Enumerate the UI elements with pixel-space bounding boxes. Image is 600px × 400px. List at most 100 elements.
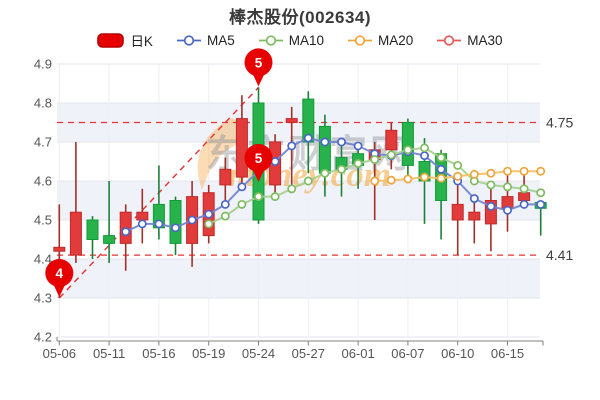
ma10-dot [204, 219, 214, 229]
candle-body [136, 211, 149, 221]
y-axis-label: 4.4 [34, 252, 52, 267]
daily-k-marker-icon [97, 32, 125, 48]
y-axis-label: 4.9 [34, 57, 52, 72]
ma20-dot [453, 171, 463, 181]
ma5-dot [287, 141, 297, 151]
candle-body [385, 129, 398, 151]
ma10-dot [403, 145, 413, 155]
x-axis-label: 05-19 [192, 346, 225, 361]
balloon-circle [45, 259, 74, 287]
x-axis-label: 05-27 [292, 346, 325, 361]
legend-item-ma10[interactable]: MA10 [258, 32, 324, 48]
signal-markers: 4 5 5 [45, 48, 273, 297]
ma5-dot [171, 223, 180, 233]
balloon-circle [244, 48, 273, 77]
ma10-marker-icon [258, 34, 283, 46]
candle [468, 196, 481, 244]
ma10-dot [237, 199, 247, 209]
ma5-dot [353, 141, 363, 151]
x-axis-label: 05-24 [242, 346, 275, 361]
candle [86, 216, 99, 259]
ma5-dot [519, 199, 529, 209]
ma5-dot [469, 194, 479, 203]
reference-line-label: 4.41 [546, 247, 573, 263]
ma20-dot [503, 166, 512, 176]
ma10-dot [436, 153, 446, 163]
ma20-dot [420, 172, 429, 182]
candle [501, 169, 514, 232]
legend-label: MA30 [467, 32, 503, 48]
x-axis-label: 06-10 [441, 346, 474, 361]
ma10-dot [254, 192, 263, 202]
signal-balloon-5: 5 [244, 48, 273, 87]
ma20-dot [436, 173, 446, 183]
ma10-dot [270, 192, 280, 202]
reference-line-label: 4.75 [546, 115, 573, 131]
watermark-flame-icon [197, 118, 243, 190]
balloon-circle [244, 143, 273, 172]
reference-lines: 4.75 4.41 [57, 115, 573, 263]
candle [69, 142, 82, 263]
candle-body [518, 192, 531, 201]
ma20-line [370, 166, 546, 186]
ma10-dot [337, 164, 346, 174]
ma5-dot [270, 157, 280, 166]
ma5-dot [187, 215, 197, 225]
ma5-dot [436, 164, 446, 174]
ma10-dot [320, 168, 330, 178]
ma10-dot [536, 188, 546, 198]
balloon-label: 5 [255, 151, 263, 166]
candle [219, 157, 232, 205]
candle-body [219, 168, 232, 186]
axes-labels: 05-06 05-11 05-16 05-19 05-24 05-27 06-01 06-07… [34, 57, 544, 361]
candle-body [169, 200, 182, 244]
ma5-dot [420, 151, 429, 161]
ma20-dot [403, 174, 413, 184]
ma20-dot [386, 175, 396, 185]
ma20-dot [469, 169, 479, 179]
legend-item-ma5[interactable]: MA5 [176, 32, 235, 48]
candle [235, 95, 248, 189]
candle-body [484, 200, 497, 225]
legend-label: MA10 [288, 32, 324, 48]
candle [484, 188, 497, 252]
ma10-dot [303, 176, 313, 186]
ma20-dot [486, 168, 496, 178]
ma5-dot [121, 227, 131, 237]
ma5-marker-icon [176, 34, 201, 46]
x-axis-label: 06-01 [341, 346, 374, 361]
ma20-dot [370, 176, 380, 186]
plot-background [57, 103, 540, 298]
legend-item-ma30[interactable]: MA30 [437, 32, 503, 48]
candle-body [235, 118, 248, 178]
balloon-label: 5 [255, 55, 263, 70]
x-axis-label: 05-06 [43, 346, 76, 361]
legend-item-ma20[interactable]: MA20 [348, 33, 413, 48]
candle-body [53, 246, 66, 252]
ma5-dot [303, 133, 313, 143]
signal-balloon-5: 5 [244, 143, 273, 182]
candle-body [86, 219, 99, 240]
signal-balloon-4: 4 [45, 259, 74, 297]
legend-label: MA5 [206, 32, 235, 48]
legend-label: 日K [130, 34, 153, 49]
ma5-dot [154, 219, 164, 229]
candle-body [468, 211, 481, 221]
ma10-dot [519, 184, 529, 194]
ma20-marker-icon [348, 34, 372, 46]
ma5-dot [337, 137, 346, 147]
ma30-marker-icon [437, 34, 462, 46]
y-axis-label: 4.5 [34, 213, 52, 228]
x-axis-label: 06-07 [391, 346, 424, 361]
candle-body [103, 235, 116, 244]
y-axis-label: 4.2 [34, 330, 52, 345]
candle-body [285, 118, 298, 123]
ma5-dot [320, 137, 330, 147]
y-axis-label: 4.7 [34, 135, 52, 150]
ma10-dot [353, 158, 363, 168]
page-title: 棒杰股份(002634) [228, 8, 372, 27]
legend-item-daily-k[interactable]: 日K [97, 30, 153, 50]
ma5-dot [204, 209, 214, 219]
